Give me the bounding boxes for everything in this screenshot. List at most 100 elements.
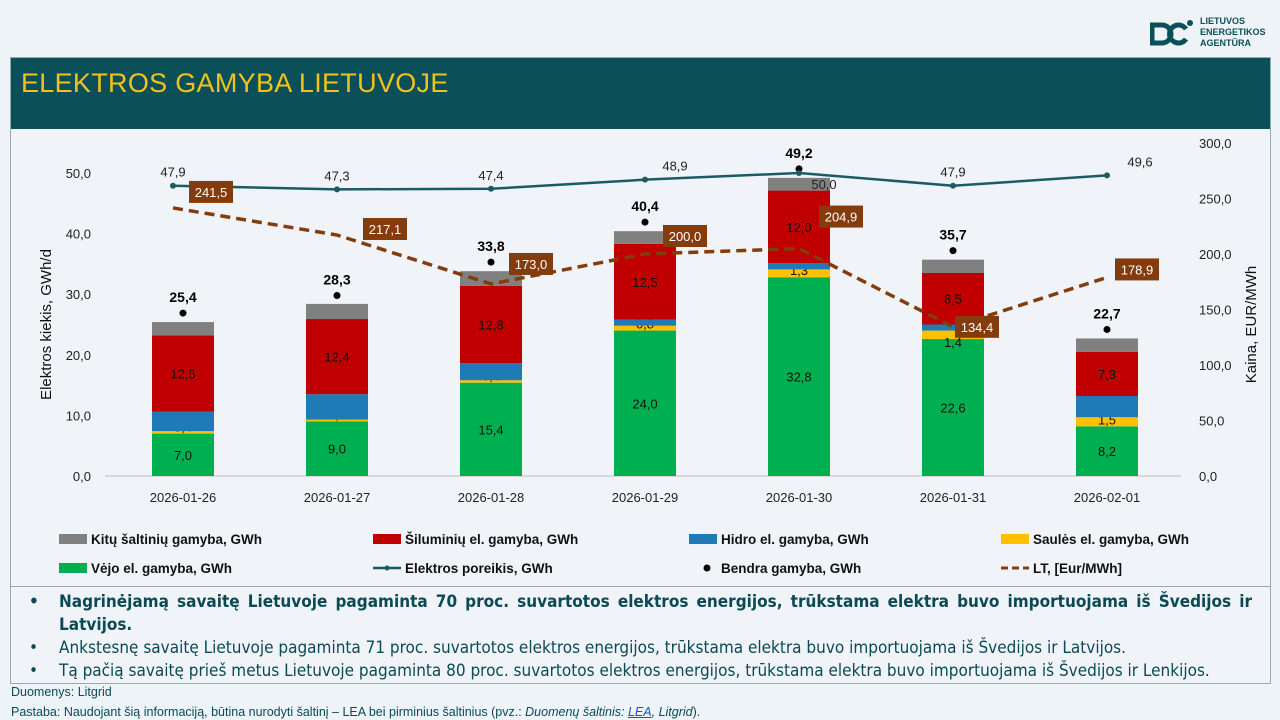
bar-label-wind: 9,0 (328, 442, 346, 457)
total-label: 40,4 (631, 198, 658, 214)
x-tick-label: 2026-01-26 (150, 490, 217, 505)
demand-marker (488, 185, 494, 192)
y-tick-label: 30,0 (66, 287, 91, 302)
bar-solar (614, 325, 676, 331)
y2-tick-label: 250,0 (1199, 192, 1232, 207)
y-tick-label: 40,0 (66, 227, 91, 242)
bar-wind (1076, 426, 1138, 476)
note-text: ). (692, 705, 701, 719)
bar-solar (922, 330, 984, 340)
data-source: Duomenys: Litgrid (11, 685, 112, 699)
total-label: 22,7 (1093, 305, 1120, 321)
legend-total-swatch (703, 564, 711, 572)
total-marker (487, 258, 495, 266)
total-marker (179, 309, 187, 317)
generation-chart: 0,0 10,0 20,0 30,0 40,0 50,0 0,0 50,0 100,0 150,0… (38, 136, 1260, 576)
legend-thermal-swatch (373, 534, 401, 544)
price-label-box (363, 218, 407, 241)
logo-line: AGENTŪRA (1200, 38, 1251, 48)
bar-label-thermal: 12,6 (170, 367, 195, 382)
demand-marker (170, 182, 176, 189)
demand-label: 47,9 (940, 165, 965, 180)
price-line (172, 206, 1108, 329)
demand-marker (796, 170, 802, 176)
bar-solar (460, 380, 522, 383)
bar-hydro (922, 324, 984, 331)
y-tick-label: 20,0 (66, 348, 91, 363)
bar-hydro (152, 411, 214, 432)
x-tick-label: 2026-01-28 (458, 490, 525, 505)
demand-marker (950, 182, 956, 189)
bar-label-wind: 7,0 (174, 448, 192, 463)
bar-label-wind: 15,4 (478, 422, 503, 437)
bar-other (922, 259, 984, 273)
y2-tick-label: 300,0 (1199, 136, 1232, 151)
y2-tick-label: 100,0 (1199, 358, 1232, 373)
bar-solar (1076, 417, 1138, 427)
bar-wind (614, 330, 676, 476)
legend-label: Elektros poreikis, GWh (405, 561, 553, 576)
price-label-box (189, 180, 233, 203)
demand-label: 49,6 (1127, 154, 1152, 169)
bar-other (306, 303, 368, 320)
price-label: 200,0 (669, 229, 702, 244)
bar-label-wind: 32,8 (786, 370, 811, 385)
demand-line (172, 171, 1108, 191)
bar-label-thermal: 8,5 (944, 292, 962, 307)
legend-wind-swatch (59, 563, 87, 573)
y-tick-label: 0,0 (73, 469, 91, 484)
bar-label-thermal: 12,5 (632, 275, 657, 290)
bar-hydro (768, 263, 830, 270)
lea-link[interactable]: LEA (627, 705, 652, 719)
bar-other (1076, 338, 1138, 352)
title-bar: ELEKTROS GAMYBA LIETUVOJE (11, 58, 1270, 129)
x-tick-label: 2026-01-29 (612, 490, 679, 505)
total-marker (641, 218, 649, 226)
total-marker (333, 292, 341, 300)
demand-label: 48,9 (662, 159, 687, 174)
demand-marker (642, 176, 648, 183)
legend-label: Vėjo el. gamyba, GWh (91, 561, 232, 576)
price-label: 134,4 (961, 320, 994, 335)
total-label: 49,2 (785, 145, 812, 161)
bar-solar (768, 269, 830, 278)
bar-label-solar: 1,4 (944, 335, 962, 350)
page-title: ELEKTROS GAMYBA LIETUVOJE (21, 68, 449, 98)
bar-hydro (1076, 396, 1138, 418)
y-tick-label: 50,0 (66, 166, 91, 181)
logo-line: ENERGETIKOS (1200, 27, 1266, 37)
legend-solar-swatch (1001, 534, 1029, 544)
bar-hydro (306, 394, 368, 420)
price-label: 217,1 (369, 222, 402, 237)
bar-label-wind: 8,2 (1098, 444, 1116, 459)
bar-wind (152, 433, 214, 476)
demand-label: 47,4 (478, 168, 503, 183)
logo-text: LIETUVOS ENERGETIKOS AGENTŪRA (1200, 16, 1266, 49)
legend-label: Šiluminių el. gamyba, GWh (405, 532, 578, 547)
y2-tick-label: 50,0 (1199, 414, 1224, 429)
bar-thermal (460, 285, 522, 364)
total-marker (949, 247, 957, 255)
legend-label: Kitų šaltinių gamyba, GWh (91, 532, 262, 547)
demand-marker (334, 186, 340, 193)
legend-label: Saulės el. gamyba, GWh (1033, 532, 1189, 547)
price-label: 241,5 (195, 185, 228, 200)
x-tick-label: 2026-02-01 (1074, 490, 1141, 505)
bar-label-wind: 24,0 (632, 396, 657, 411)
x-tick-label: 2026-01-30 (766, 490, 833, 505)
x-tick-label: 2026-01-31 (920, 490, 987, 505)
note-italic: , Litgrid (651, 705, 693, 719)
y-tick-label: 10,0 (66, 408, 91, 423)
bar-solar (152, 431, 214, 434)
bar-wind (922, 339, 984, 476)
bar-wind (306, 421, 368, 476)
demand-label: 47,3 (324, 168, 349, 183)
total-label: 35,7 (939, 227, 966, 243)
usage-note: Pastaba: Naudojant šią informaciją, būti… (11, 705, 700, 719)
y2-tick-label: 150,0 (1199, 303, 1232, 318)
legend-other-swatch (59, 534, 87, 544)
total-marker (1103, 325, 1111, 333)
total-label: 25,4 (169, 289, 196, 305)
legend-label: LT, [Eur/MWh] (1033, 561, 1122, 576)
price-label: 204,9 (825, 210, 858, 225)
